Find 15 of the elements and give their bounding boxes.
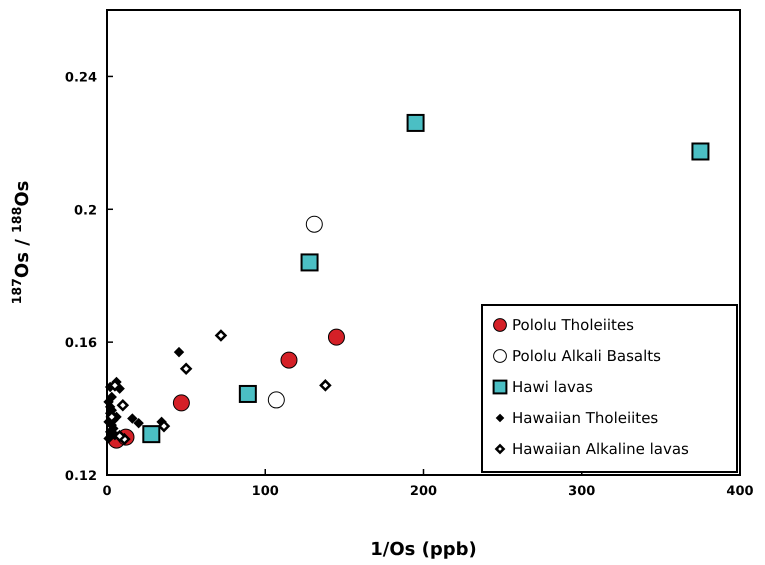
- x-tick-label: 300: [568, 484, 596, 499]
- y-tick-label: 0.2: [74, 203, 97, 218]
- x-tick-label: 400: [726, 484, 754, 499]
- legend-label: Hawaiian Alkaline lavas: [512, 440, 690, 458]
- legend-label: Hawaiian Tholeiites: [512, 409, 658, 427]
- legend-label: Hawi lavas: [512, 378, 594, 396]
- x-tick-label: 0: [102, 484, 112, 499]
- x-tick-label: 100: [252, 484, 279, 499]
- legend-label: Pololu Tholeiites: [512, 316, 634, 334]
- y-tick-label: 0.12: [64, 469, 97, 484]
- x-tick-label: 200: [410, 484, 438, 499]
- y-tick-label: 0.16: [64, 336, 97, 352]
- legend-label: Pololu Alkali Basalts: [512, 347, 662, 365]
- y-tick-label: 0.24: [64, 70, 97, 86]
- x-axis-title: 1/Os (ppb): [370, 539, 477, 560]
